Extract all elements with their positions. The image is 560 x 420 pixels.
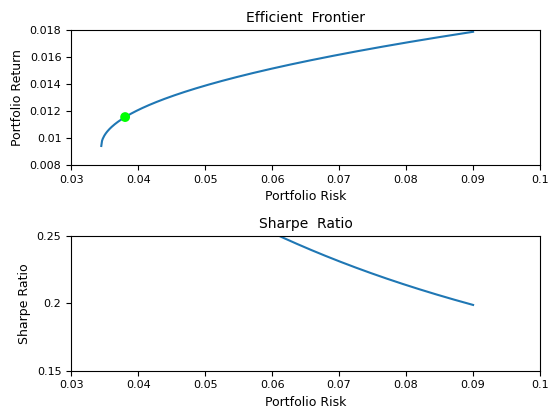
Point [120,161,129,168]
X-axis label: Portfolio Risk: Portfolio Risk [265,396,346,409]
Title: Sharpe  Ratio: Sharpe Ratio [259,217,353,231]
Title: Efficient  Frontier: Efficient Frontier [246,11,365,25]
Point [120,114,129,121]
Y-axis label: Sharpe Ratio: Sharpe Ratio [18,263,31,344]
Y-axis label: Portfolio Return: Portfolio Return [11,49,24,146]
X-axis label: Portfolio Risk: Portfolio Risk [265,190,346,203]
